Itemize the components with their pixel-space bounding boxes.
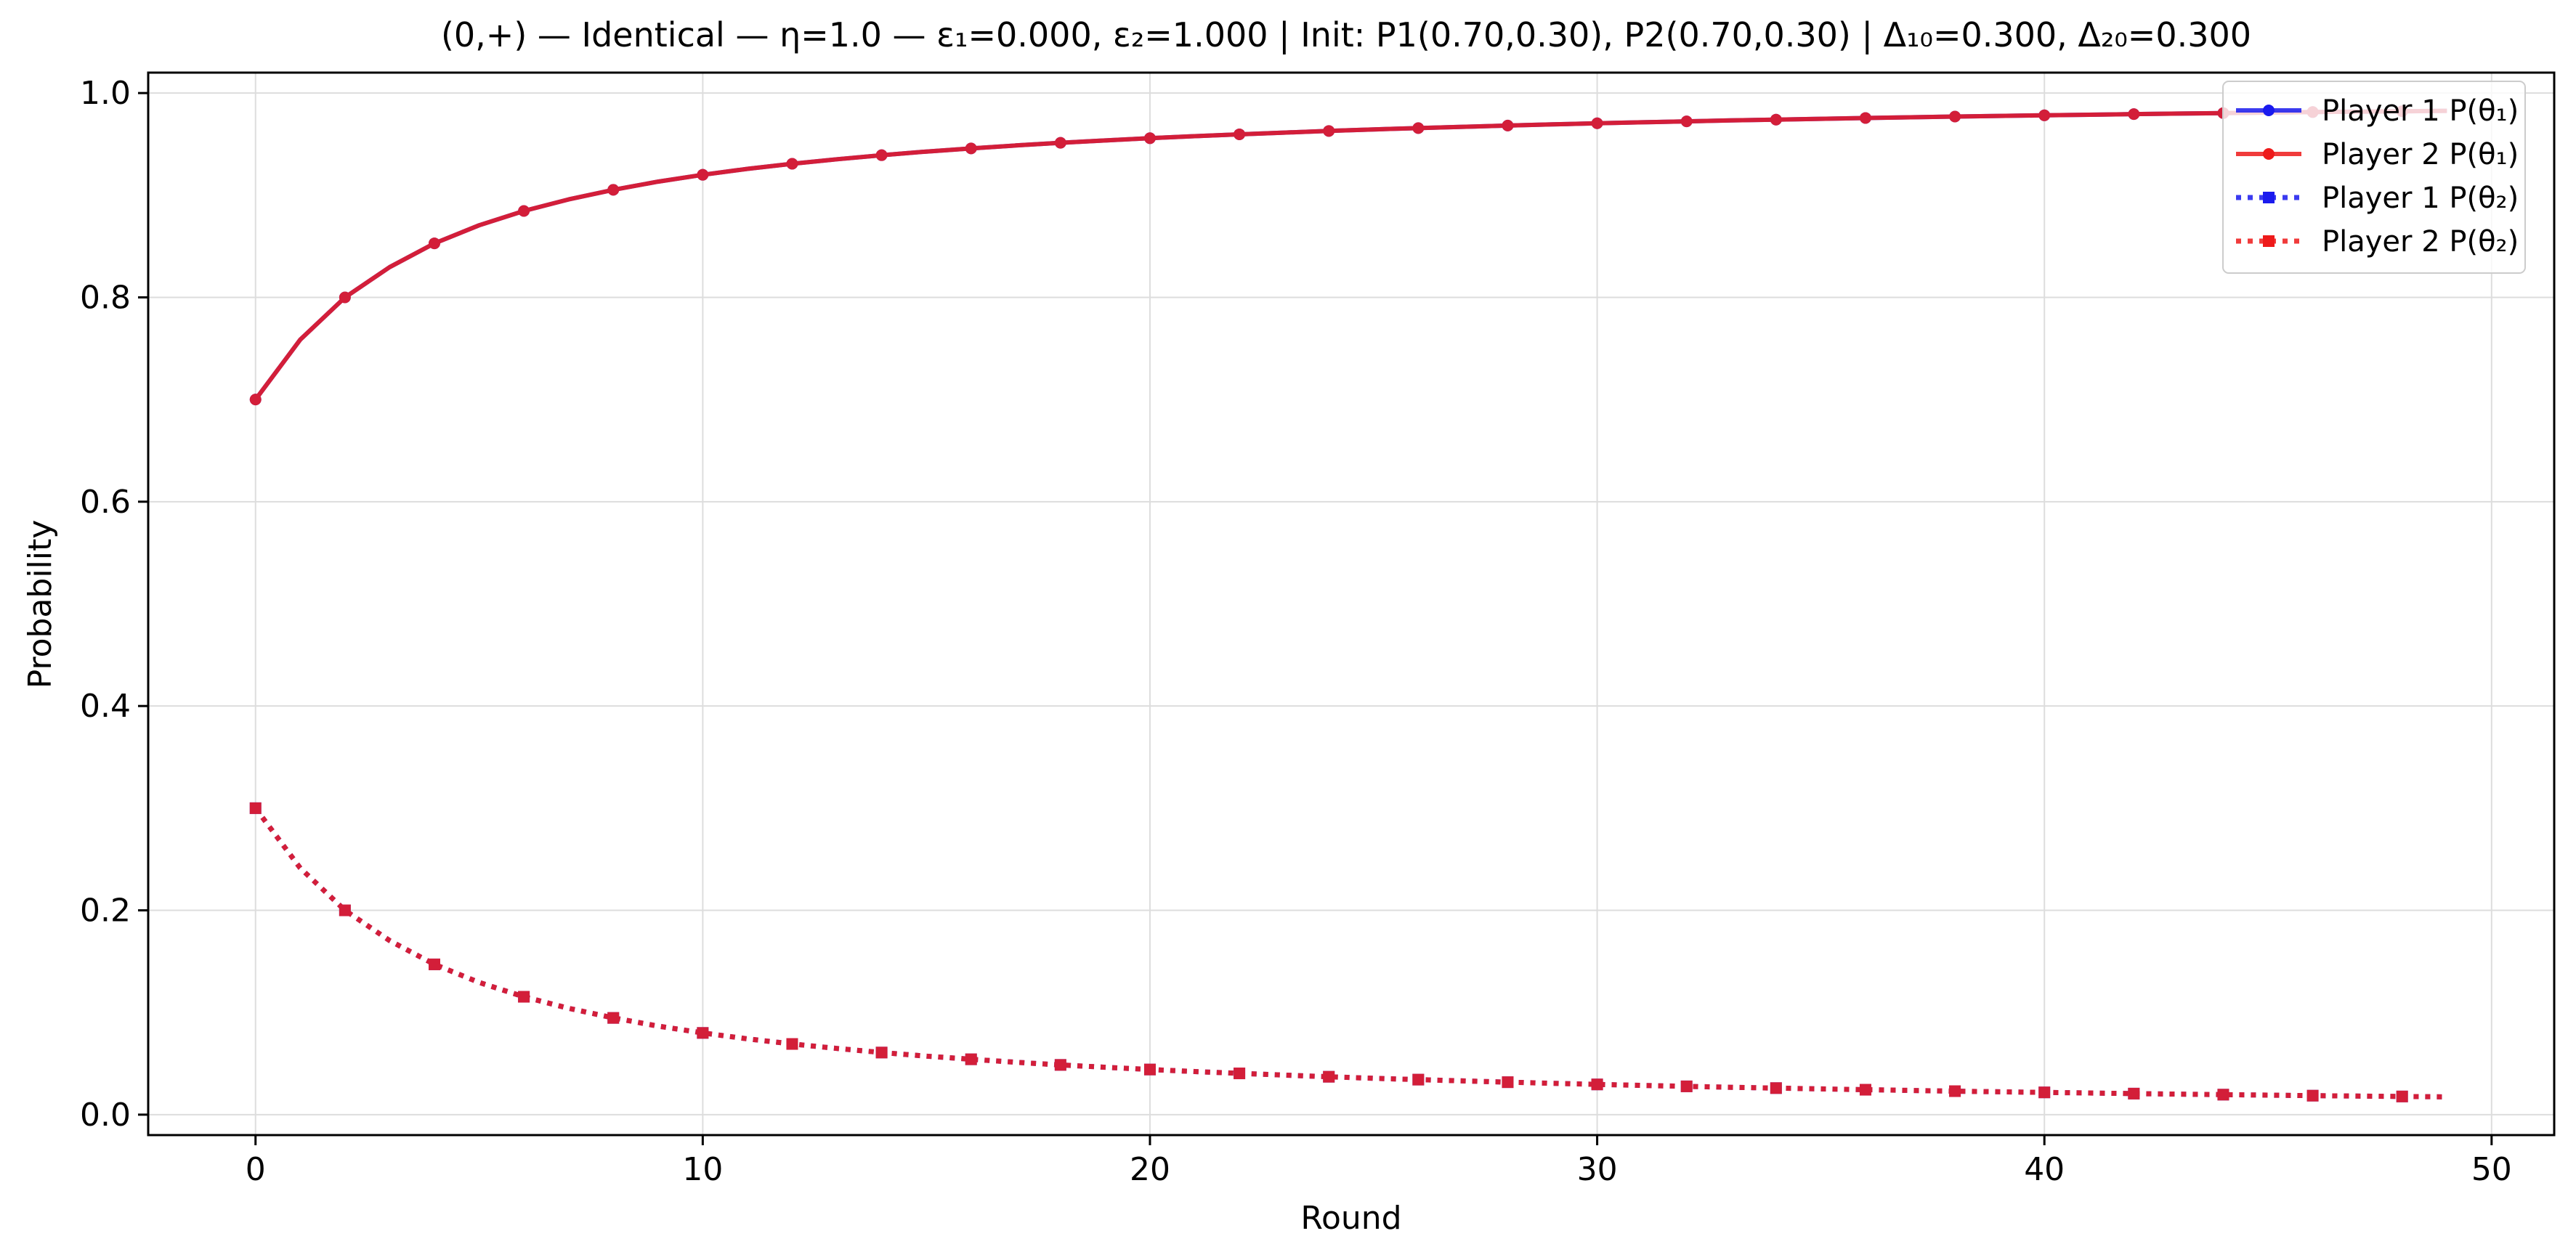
data-point [1680, 115, 1693, 128]
chart-title: (0,+) — Identical — η=1.0 — ε₁=0.000, ε₂… [441, 15, 2251, 55]
data-point [1949, 110, 1961, 123]
legend-label: Player 2 P(θ₁) [2322, 138, 2519, 171]
data-point [1680, 1080, 1693, 1092]
legend-marker [2263, 148, 2275, 160]
legend-label: Player 2 P(θ₂) [2322, 225, 2519, 259]
data-point [2217, 1089, 2229, 1101]
data-point [518, 991, 530, 1003]
legend-marker [2263, 192, 2275, 203]
data-point [1234, 128, 1246, 140]
data-point [1591, 117, 1603, 129]
y-tick-label: 0.2 [80, 893, 131, 930]
data-point [607, 1012, 620, 1024]
data-point [875, 149, 888, 161]
data-point [2396, 1090, 2408, 1102]
axis-ticks: 0 10 20 30 40 50 0.0 0.2 0.4 0.6 0.8 1.0 [80, 75, 2512, 1188]
x-tick-label: 20 [1130, 1151, 1170, 1188]
data-point [1234, 1068, 1246, 1080]
legend-label: Player 1 P(θ₁) [2322, 94, 2519, 128]
data-point [1323, 125, 1335, 137]
data-point [339, 291, 351, 304]
data-point [697, 1027, 709, 1039]
data-point [1770, 1082, 1782, 1094]
data-point [607, 184, 620, 196]
data-point [1502, 1076, 1514, 1089]
plot-frame [147, 71, 2556, 1137]
x-tick-label: 10 [682, 1151, 723, 1188]
data-point [2038, 109, 2051, 121]
data-point [1054, 137, 1066, 149]
legend-box [2222, 81, 2526, 274]
legend: Player 1 P(θ₁) Player 2 P(θ₁) Player 1 P(θ… [2222, 81, 2526, 274]
data-point [1143, 132, 1156, 145]
y-axis-label: Probability [22, 520, 59, 689]
data-point [1412, 122, 1425, 134]
series-line [254, 108, 2447, 401]
y-tick-label: 0.0 [80, 1097, 131, 1134]
x-axis-label: Round [1300, 1200, 1401, 1237]
data-point [1949, 1085, 1961, 1097]
x-tick-label: 30 [1577, 1151, 1618, 1188]
data-point [965, 142, 977, 155]
legend-label: Player 1 P(θ₂) [2322, 182, 2519, 215]
x-tick-label: 0 [246, 1151, 266, 1188]
data-point [339, 904, 351, 916]
data-point [2306, 1089, 2319, 1102]
data-point [1859, 112, 1871, 124]
data-point [1591, 1078, 1603, 1091]
data-point [965, 1053, 977, 1065]
data-point [1770, 113, 1782, 126]
data-point [518, 205, 530, 217]
series-4 [249, 802, 2447, 1102]
y-tick-label: 0.4 [80, 688, 131, 725]
data-point [2128, 1087, 2140, 1100]
x-tick-label: 50 [2471, 1151, 2512, 1188]
data-point [786, 158, 798, 170]
data-point [249, 802, 262, 814]
data-point [875, 1046, 888, 1059]
data-point [428, 958, 440, 970]
data-point [1502, 119, 1514, 131]
x-tick-label: 40 [2024, 1151, 2065, 1188]
data-point [2038, 1086, 2051, 1099]
data-point [1859, 1084, 1871, 1096]
data-point [786, 1038, 798, 1050]
data-point [1412, 1073, 1425, 1086]
data-point [1054, 1059, 1066, 1071]
data-point [428, 237, 440, 250]
y-tick-label: 0.8 [80, 279, 131, 316]
data-point [249, 394, 262, 406]
plot-series [249, 105, 2447, 1102]
data-point [2128, 108, 2140, 121]
data-point [1323, 1070, 1335, 1083]
y-tick-label: 0.6 [80, 484, 131, 521]
legend-marker [2263, 235, 2275, 247]
y-tick-label: 1.0 [80, 75, 131, 112]
data-point [1143, 1063, 1156, 1076]
data-point [697, 168, 709, 181]
legend-marker [2263, 105, 2275, 116]
